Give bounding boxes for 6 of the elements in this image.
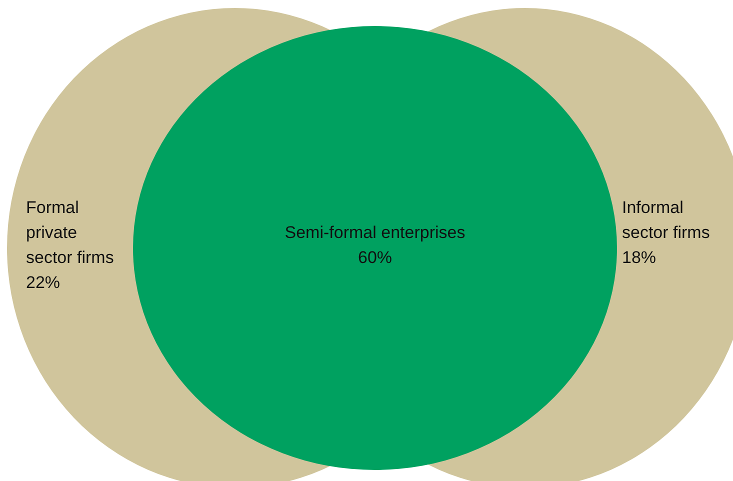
category-label: Informal sector firms	[622, 198, 710, 242]
data-label: 18%	[622, 248, 656, 267]
category-label: Formal private sector firms	[26, 198, 114, 267]
data-label: 22%	[26, 273, 60, 292]
data-label: 60%	[358, 248, 392, 267]
category-label: Semi-formal enterprises	[284, 223, 466, 242]
